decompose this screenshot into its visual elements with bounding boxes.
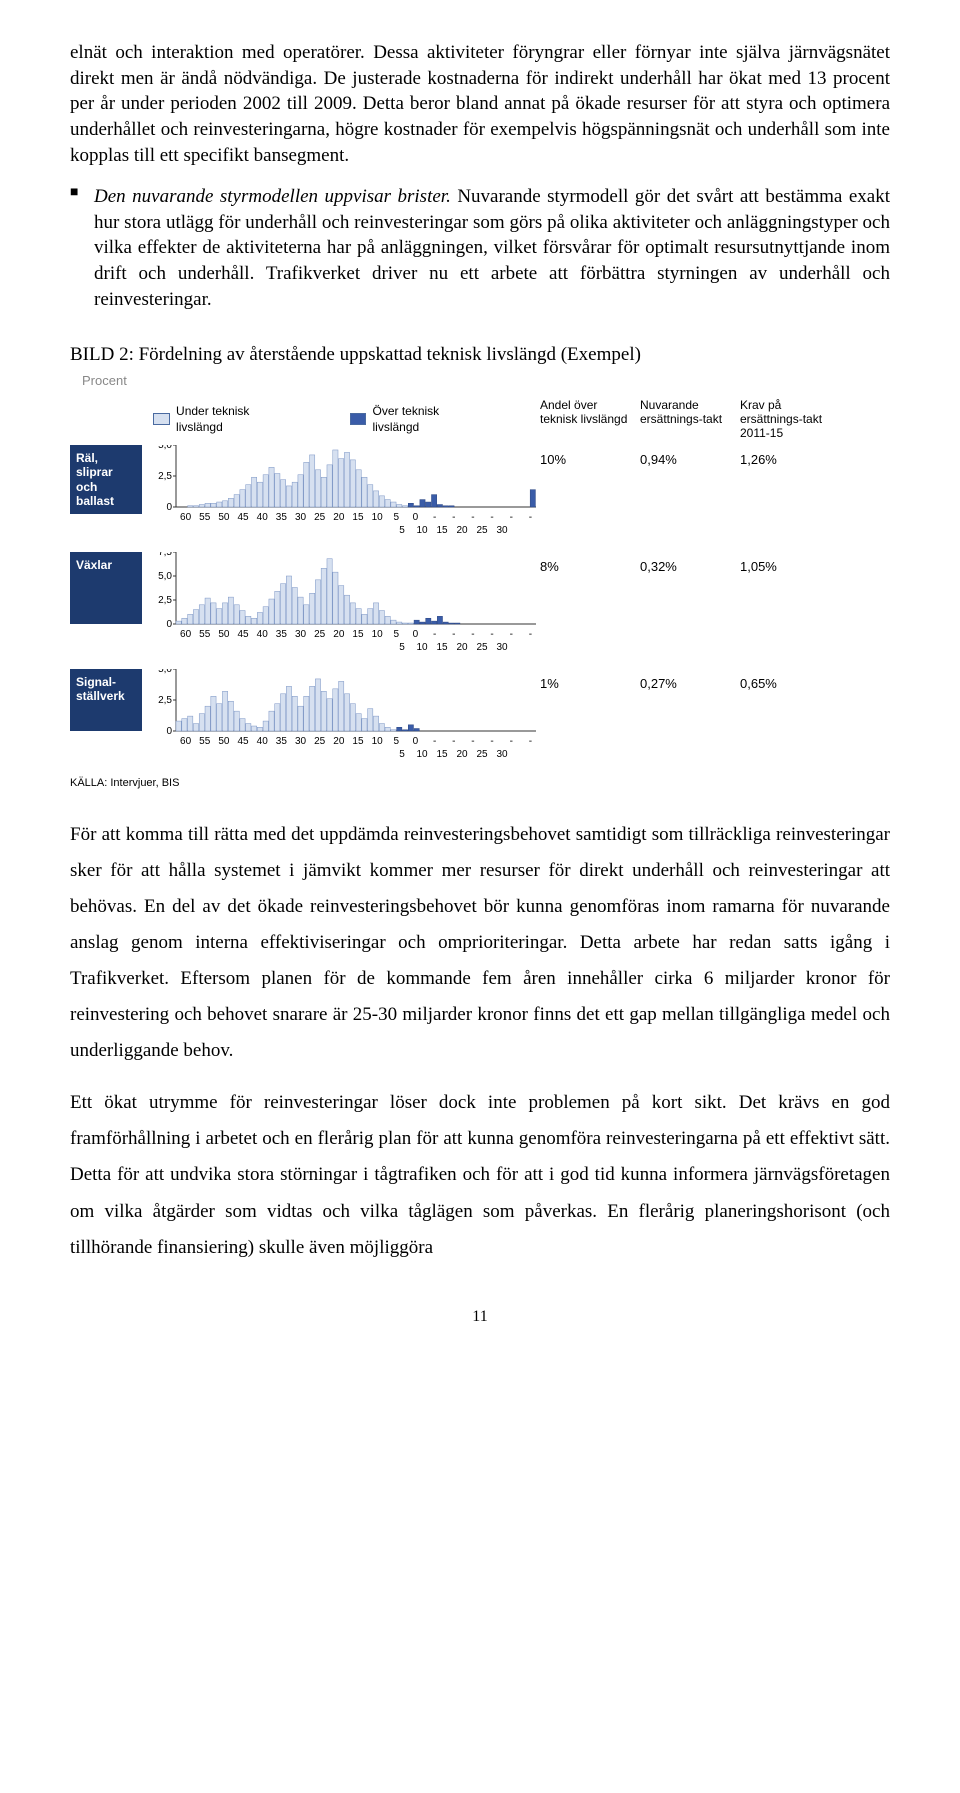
stat-krav: 1,26% xyxy=(740,445,840,469)
row-label: Signal-ställverk xyxy=(70,669,142,731)
svg-text:0: 0 xyxy=(166,726,172,735)
procent-label: Procent xyxy=(82,372,890,390)
stat-nuvarande: 0,32% xyxy=(640,552,740,576)
col-header-krav: Krav på ersättnings-takt 2011-15 xyxy=(740,398,840,441)
col-header-andel: Andel över teknisk livslängd xyxy=(540,398,640,441)
row-label: Räl, sliprar och ballast xyxy=(70,445,142,515)
svg-text:7,5: 7,5 xyxy=(158,552,172,558)
stat-andel: 10% xyxy=(540,445,640,469)
chart-cell: 7,55,02,50605550454035302520151050------… xyxy=(150,552,540,655)
charts-container: Räl, sliprar och ballast 5,02,5060555045… xyxy=(70,445,890,762)
row-label: Växlar xyxy=(70,552,142,624)
stat-andel: 1% xyxy=(540,669,640,693)
column-headers: Under teknisk livslängd Över teknisk liv… xyxy=(70,398,890,441)
stat-nuvarande: 0,27% xyxy=(640,669,740,693)
svg-text:2,5: 2,5 xyxy=(158,695,172,706)
histogram: 5,0 2,5 0 xyxy=(150,669,540,735)
svg-text:0: 0 xyxy=(166,619,172,628)
stat-krav: 1,05% xyxy=(740,552,840,576)
stat-nuvarande: 0,94% xyxy=(640,445,740,469)
svg-text:2,5: 2,5 xyxy=(158,471,172,482)
chart-row: Signal-ställverk 5,02,506055504540353025… xyxy=(70,669,890,762)
svg-text:0: 0 xyxy=(166,502,172,511)
stat-andel: 8% xyxy=(540,552,640,576)
paragraph-4: Ett ökat utrymme för reinvesteringar lös… xyxy=(70,1085,890,1265)
chart-row: Räl, sliprar och ballast 5,02,5060555045… xyxy=(70,445,890,538)
chart-cell: 5,02,50605550454035302520151050------510… xyxy=(150,445,540,538)
page-number: 11 xyxy=(70,1306,890,1328)
legend-swatch-dark xyxy=(350,413,367,425)
paragraph-3: För att komma till rätta med det uppdämd… xyxy=(70,817,890,1070)
bullet-body: Den nuvarande styrmodellen uppvisar bris… xyxy=(94,184,890,312)
histogram: 7,5 5,0 2,5 0 xyxy=(150,552,540,628)
svg-text:5,0: 5,0 xyxy=(158,669,172,675)
figure-caption: BILD 2: Fördelning av återstående uppska… xyxy=(70,342,890,368)
bullet-lead: Den nuvarande styrmodellen uppvisar bris… xyxy=(94,186,451,207)
stat-krav: 0,65% xyxy=(740,669,840,693)
legend-over: Över teknisk livslängd xyxy=(350,403,480,435)
col-header-nuvarande: Nuvarande ersättnings-takt xyxy=(640,398,740,441)
legend-swatch-light xyxy=(153,413,170,425)
svg-text:2,5: 2,5 xyxy=(158,595,172,606)
svg-text:5,0: 5,0 xyxy=(158,571,172,582)
chart-row: Växlar 7,55,02,5060555045403530252015105… xyxy=(70,552,890,655)
histogram: 5,0 2,5 0 xyxy=(150,445,540,511)
bullet-item: ■ Den nuvarande styrmodellen uppvisar br… xyxy=(70,184,890,312)
legend-under: Under teknisk livslängd xyxy=(153,403,289,435)
svg-text:5,0: 5,0 xyxy=(158,445,172,451)
intro-paragraph: elnät och interaktion med operatörer. De… xyxy=(70,40,890,168)
chart-cell: 5,02,50605550454035302520151050------510… xyxy=(150,669,540,762)
figure-source: KÄLLA: Intervjuer, BIS xyxy=(70,776,890,791)
bullet-marker: ■ xyxy=(70,184,94,312)
